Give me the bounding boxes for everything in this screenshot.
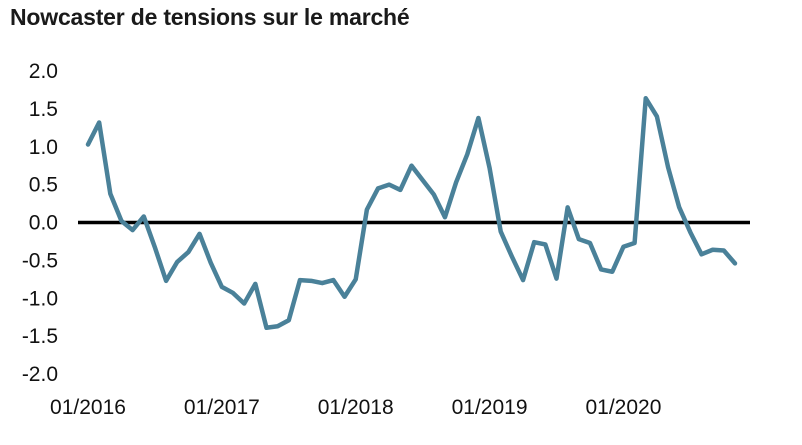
data-point bbox=[286, 318, 291, 323]
data-point bbox=[141, 214, 146, 219]
data-point bbox=[510, 254, 514, 259]
data-point bbox=[565, 205, 570, 210]
data-point bbox=[577, 237, 581, 241]
data-point bbox=[621, 244, 626, 249]
data-point bbox=[376, 186, 380, 191]
data-point bbox=[677, 205, 682, 210]
data-point bbox=[409, 163, 414, 168]
x-axis-ticks: 01/2016 01/2017 01/2018 01/2019 01/2020 bbox=[50, 396, 661, 419]
data-point bbox=[454, 180, 458, 185]
data-point bbox=[86, 142, 90, 147]
y-axis-ticks: 2.0 1.5 1.0 0.5 0.0 -0.5 -1.0 -1.5 -2.0 bbox=[22, 60, 58, 386]
data-point bbox=[298, 278, 302, 282]
data-point bbox=[331, 278, 336, 282]
data-point bbox=[208, 260, 213, 265]
data-point bbox=[97, 120, 101, 125]
data-point bbox=[532, 240, 536, 244]
y-tick-label: -1.0 bbox=[22, 287, 58, 310]
y-tick-label: 0.5 bbox=[29, 174, 58, 197]
data-point bbox=[599, 267, 603, 272]
data-points bbox=[86, 96, 737, 330]
data-point bbox=[220, 285, 224, 289]
series-line bbox=[85, 96, 738, 331]
data-point bbox=[666, 165, 670, 169]
data-point bbox=[432, 192, 436, 197]
data-point bbox=[387, 182, 391, 187]
y-tick-label: -1.5 bbox=[22, 325, 58, 348]
data-point bbox=[275, 324, 280, 329]
data-point bbox=[710, 247, 715, 252]
x-tick-label: 01/2018 bbox=[318, 396, 394, 419]
data-point bbox=[588, 241, 592, 245]
x-tick-label: 01/2017 bbox=[184, 396, 260, 419]
chart-title: Nowcaster de tensions sur le marché bbox=[10, 4, 410, 30]
data-point bbox=[164, 279, 168, 283]
y-tick-label: -0.5 bbox=[22, 249, 58, 272]
data-point bbox=[688, 230, 693, 235]
x-tick-label: 01/2020 bbox=[585, 396, 661, 419]
data-point bbox=[264, 325, 269, 330]
y-tick-label: 0.0 bbox=[29, 212, 58, 235]
data-point bbox=[632, 241, 637, 245]
data-point bbox=[443, 215, 447, 219]
data-point bbox=[153, 245, 157, 250]
data-point bbox=[733, 261, 737, 266]
data-point bbox=[108, 191, 113, 196]
data-point bbox=[643, 96, 648, 101]
data-point bbox=[242, 301, 246, 306]
data-point bbox=[398, 188, 403, 192]
data-point bbox=[342, 294, 347, 299]
data-point bbox=[420, 178, 425, 182]
data-point bbox=[353, 277, 358, 282]
data-point bbox=[476, 116, 481, 120]
data-point bbox=[465, 152, 470, 157]
data-point bbox=[186, 250, 191, 254]
data-point bbox=[231, 291, 235, 295]
data-point bbox=[543, 242, 548, 247]
x-tick-label: 01/2019 bbox=[452, 396, 528, 419]
y-tick-label: -2.0 bbox=[22, 363, 58, 386]
data-point bbox=[197, 232, 202, 236]
x-tick-label: 01/2016 bbox=[50, 396, 126, 419]
data-point bbox=[320, 281, 325, 285]
data-point bbox=[253, 282, 258, 286]
data-point bbox=[521, 278, 525, 282]
data-point bbox=[119, 219, 124, 223]
data-point bbox=[309, 279, 313, 283]
y-tick-label: 2.0 bbox=[29, 60, 58, 83]
data-point bbox=[498, 229, 503, 234]
y-tick-label: 1.5 bbox=[29, 98, 58, 121]
data-point bbox=[699, 252, 704, 257]
data-point bbox=[365, 207, 369, 212]
data-point bbox=[610, 269, 615, 274]
data-point bbox=[722, 248, 726, 253]
data-point bbox=[655, 114, 659, 119]
data-point bbox=[554, 276, 559, 281]
data-point bbox=[487, 166, 492, 170]
data-point bbox=[175, 260, 180, 264]
y-tick-label: 1.0 bbox=[29, 136, 58, 159]
data-point bbox=[130, 228, 135, 232]
